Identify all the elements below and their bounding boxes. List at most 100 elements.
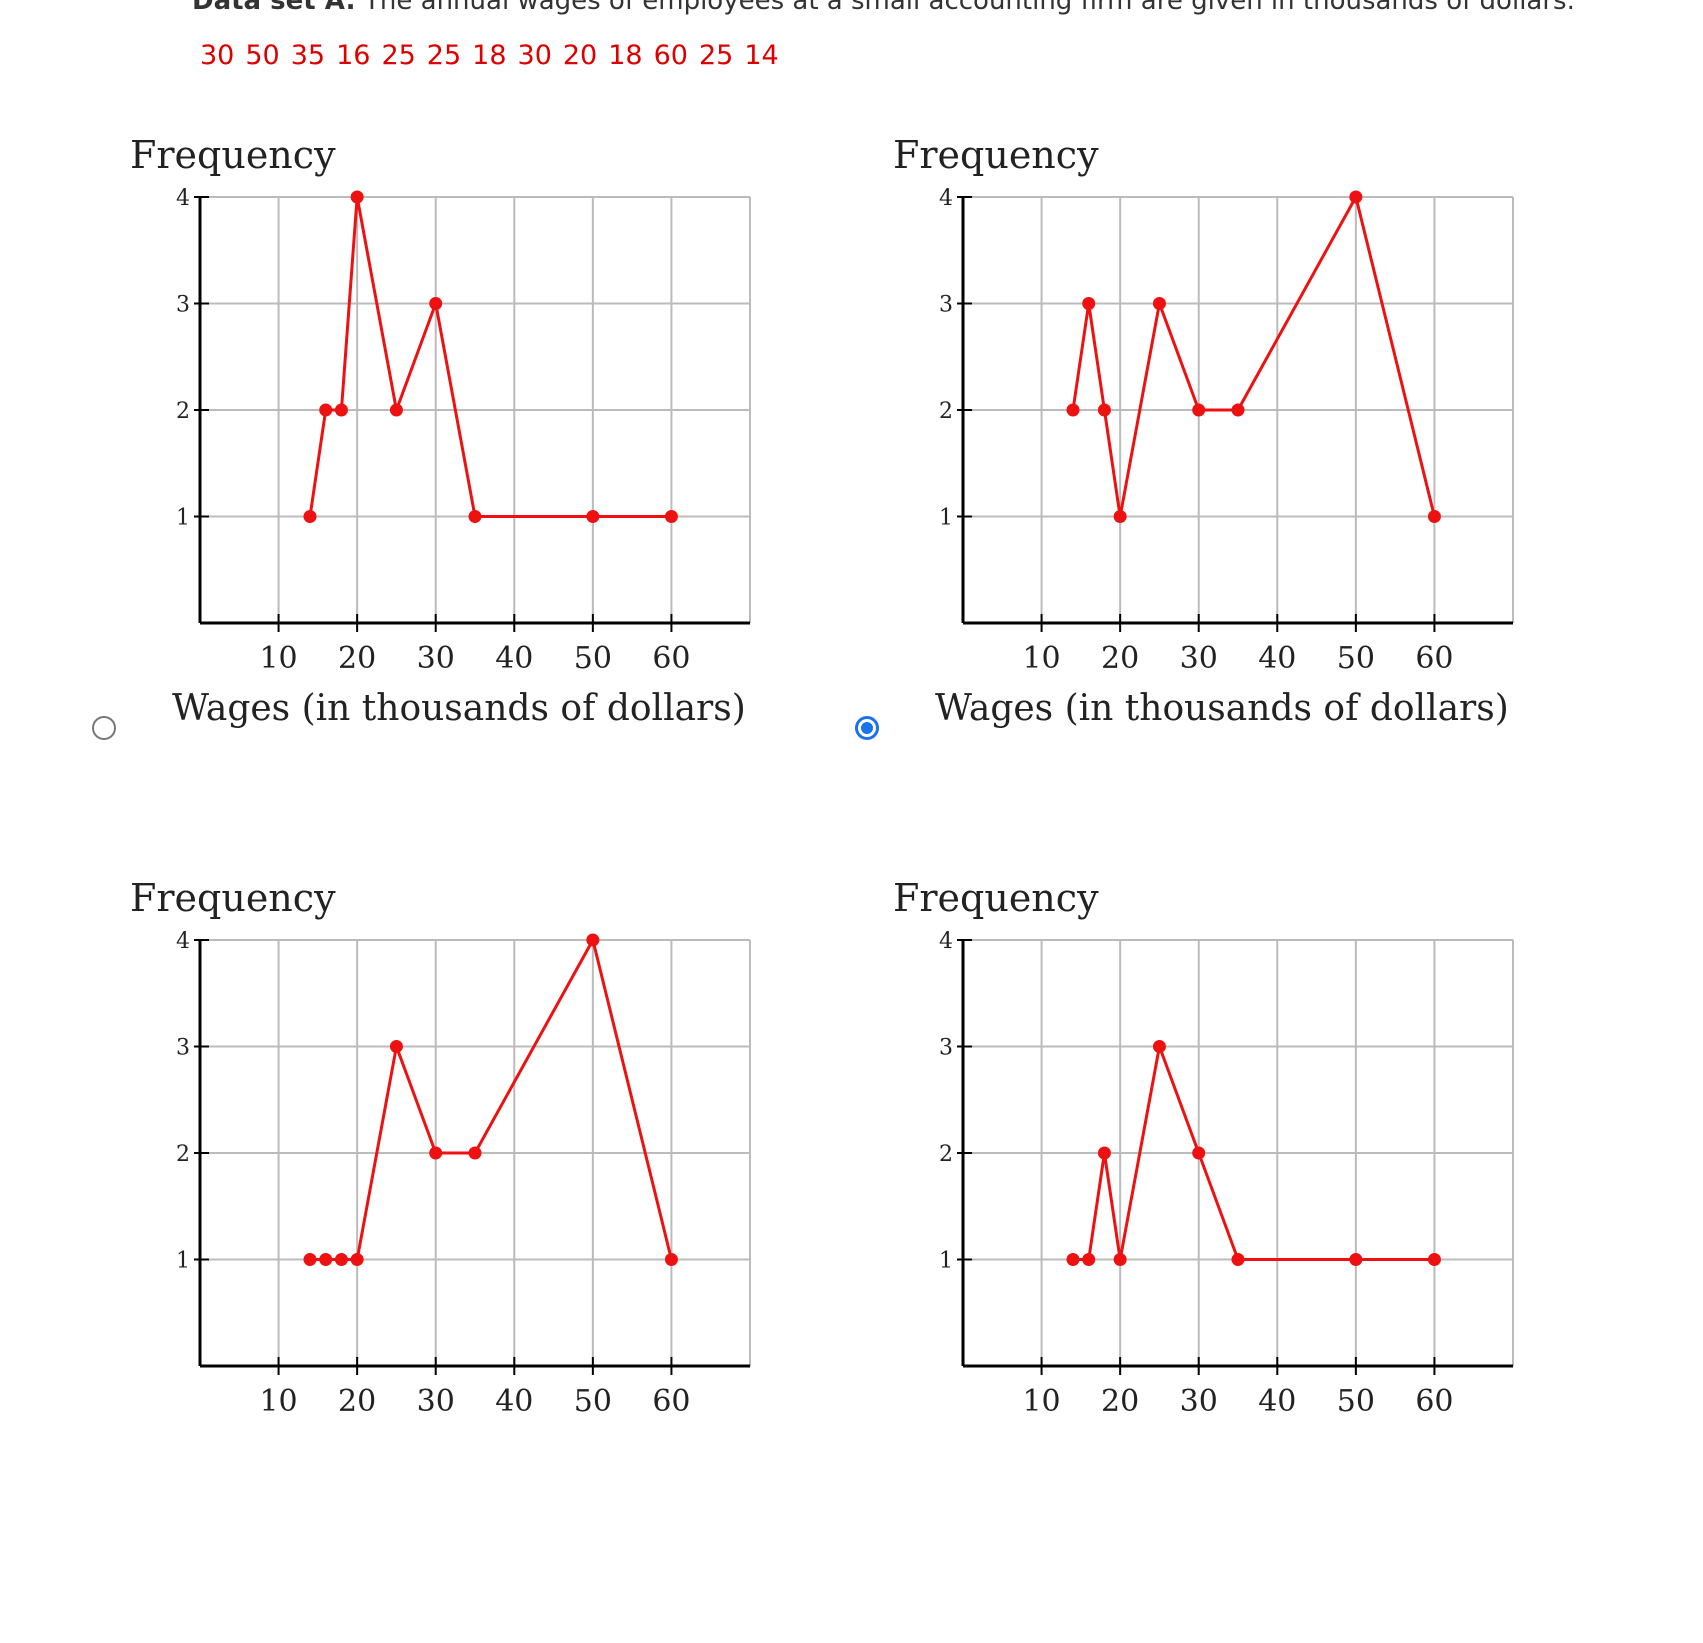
answer-option-1[interactable]: 10 20 30 40 50 60 1 2 3 4 Frequency Wages (in thous…	[80, 120, 900, 900]
data-point	[1192, 403, 1206, 417]
y-axis-label: Frequency	[130, 133, 336, 177]
data-point	[1066, 1253, 1080, 1266]
x-tick-label: 40	[495, 641, 533, 676]
y-axis-label: Frequency	[893, 876, 1099, 920]
series-line	[308, 195, 672, 518]
chart-option-4: 10 20 30 40 50 60 1 2 3 4 Frequency	[893, 876, 1514, 1419]
dataset-label: Data set A:	[192, 0, 356, 16]
dataset-value: 18	[472, 40, 507, 71]
data-point	[664, 510, 678, 523]
x-tick-label: 30	[1180, 641, 1218, 676]
data-point	[1231, 403, 1245, 417]
data-point	[1113, 510, 1127, 523]
y-axis-label: Frequency	[130, 876, 336, 920]
answer-option-2[interactable]: 10 20 30 40 50 60 1 2 3 4 Frequency Wages (in thous…	[843, 120, 1663, 900]
x-tick-label: 10	[259, 641, 297, 676]
y-tick-label: 2	[939, 1142, 953, 1167]
y-tick-label: 3	[176, 1036, 190, 1061]
y-tick-label: 3	[939, 293, 953, 318]
y-tick-label: 1	[939, 1249, 953, 1274]
y-tick-label: 1	[176, 506, 190, 531]
dataset-value: 60	[653, 40, 688, 71]
dataset-value: 20	[562, 40, 598, 71]
dataset-value: 30	[517, 40, 552, 71]
dataset-value: 25	[381, 40, 416, 71]
x-tick-label: 30	[417, 1384, 455, 1419]
x-tick-label: 50	[1337, 1384, 1375, 1419]
y-tick-label: 1	[176, 1249, 190, 1274]
y-tick-label: 4	[939, 186, 953, 211]
data-point	[303, 1253, 317, 1266]
data-point	[1231, 1253, 1245, 1266]
x-tick-label: 30	[1180, 1384, 1218, 1419]
data-point	[319, 403, 333, 417]
x-tick-label: 50	[574, 641, 612, 676]
x-tick-label: 40	[495, 1384, 533, 1419]
x-tick-label: 20	[1101, 641, 1139, 676]
data-point	[1427, 510, 1441, 523]
y-tick-label: 3	[939, 1036, 953, 1061]
data-point	[334, 1253, 348, 1266]
y-tick-label: 4	[176, 186, 190, 211]
x-tick-label: 20	[1101, 1384, 1139, 1419]
x-tick-label: 60	[1415, 1384, 1453, 1419]
data-point	[350, 190, 364, 204]
radio-option-1[interactable]	[92, 716, 116, 740]
answer-option-3[interactable]: 10 20 30 40 50 60 1 2 3 4 Frequency	[80, 863, 900, 1643]
data-point	[664, 1253, 678, 1266]
x-tick-label: 10	[1022, 641, 1060, 676]
series-line	[1071, 195, 1436, 518]
data-point	[586, 510, 600, 523]
data-point	[429, 297, 443, 310]
data-point	[1349, 1253, 1363, 1266]
y-tick-label: 1	[939, 506, 953, 531]
data-point	[1152, 1040, 1166, 1053]
data-point	[1113, 1253, 1127, 1266]
data-point	[468, 510, 482, 523]
x-axis-label: Wages (in thousands of dollars)	[935, 688, 1509, 729]
x-tick-label: 60	[652, 641, 690, 676]
chart-option-3: 10 20 30 40 50 60 1 2 3 4 Frequency	[130, 876, 751, 1419]
x-axis-label: Wages (in thousands of dollars)	[172, 688, 746, 729]
dataset-value: 50	[245, 40, 280, 71]
y-tick-label: 4	[939, 929, 953, 954]
x-tick-label: 40	[1258, 1384, 1296, 1419]
data-point	[389, 403, 403, 417]
data-point	[586, 933, 600, 947]
data-point	[1066, 403, 1080, 417]
data-point	[1082, 297, 1096, 310]
data-point	[1097, 1146, 1111, 1160]
data-point	[1192, 1146, 1206, 1160]
data-point	[389, 1040, 403, 1053]
dataset-value: 25	[426, 40, 462, 71]
dataset-description: The annual wages of employees at a small…	[364, 0, 1575, 16]
x-tick-label: 50	[1337, 641, 1375, 676]
problem-statement: Data set A: The annual wages of employee…	[192, 0, 1575, 16]
y-axis-label: Frequency	[893, 133, 1099, 177]
chart-option-1: 10 20 30 40 50 60 1 2 3 4 Frequency Wages (in thous…	[130, 133, 751, 729]
data-point	[319, 1253, 333, 1266]
x-tick-label: 50	[574, 1384, 612, 1419]
data-point	[303, 510, 317, 523]
radio-option-2[interactable]	[855, 716, 879, 740]
y-tick-label: 4	[176, 929, 190, 954]
dataset-value: 14	[744, 40, 779, 71]
x-tick-label: 10	[259, 1384, 297, 1419]
dataset-value: 16	[336, 40, 371, 71]
answer-option-4[interactable]: 10 20 30 40 50 60 1 2 3 4 Frequency	[843, 863, 1663, 1643]
data-point	[1082, 1253, 1096, 1266]
x-tick-label: 30	[417, 641, 455, 676]
data-point	[1427, 1253, 1441, 1266]
chart-option-2: 10 20 30 40 50 60 1 2 3 4 Frequency Wages (in thous…	[893, 133, 1514, 729]
dataset-value: 35	[290, 40, 326, 71]
data-point	[468, 1146, 482, 1160]
dataset-value: 18	[608, 40, 643, 71]
dataset-value: 25	[698, 40, 734, 71]
data-point	[1097, 403, 1111, 417]
data-point	[350, 1253, 364, 1266]
x-tick-label: 10	[1022, 1384, 1060, 1419]
data-point	[429, 1146, 443, 1160]
dataset-value: 30	[200, 40, 235, 71]
dataset-values: 30 50 35 16 25 25 18 30 20 18 60 25 14	[200, 40, 790, 71]
x-tick-label: 20	[338, 641, 376, 676]
